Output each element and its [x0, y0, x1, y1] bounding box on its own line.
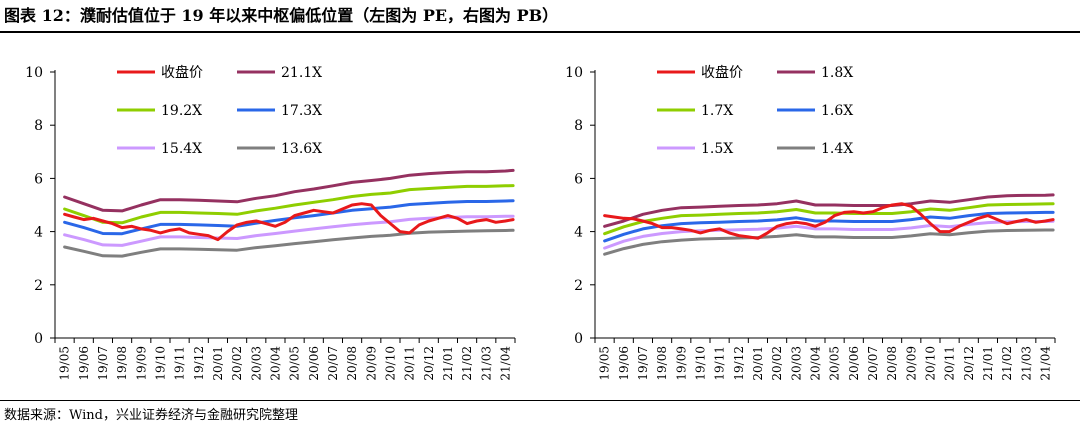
pb-x-tick-label: 20/12	[962, 346, 976, 381]
pe-x-tick-label: 20/11	[403, 346, 417, 381]
pb-x-tick-label: 20/03	[789, 346, 803, 381]
pb-x-tick-label: 19/11	[713, 346, 727, 381]
pe-legend-label: 收盘价	[161, 64, 203, 81]
pb-x-tick-label: 19/07	[636, 346, 650, 381]
pe-x-tick-label: 20/02	[230, 346, 244, 381]
pb-x-tick-label: 20/11	[943, 346, 957, 381]
pb-series-line-5	[603, 228, 1055, 256]
pb-x-tick-label: 19/12	[732, 346, 746, 381]
pb-y-tick-label: 8	[574, 118, 583, 134]
pb-x-tick-label: 19/08	[655, 346, 669, 381]
pb-x-tick-label: 20/10	[923, 346, 937, 381]
pe-y-tick-label: 8	[34, 118, 43, 134]
pb-x-tick-label: 20/01	[751, 346, 765, 381]
figure-title: 图表 12：濮耐估值位于 19 年以来中枢偏低位置（左图为 PE，右图为 PB）	[4, 6, 559, 25]
pe-x-tick-label: 20/09	[364, 346, 378, 381]
pb-legend-label: 1.4X	[821, 141, 853, 157]
pe-x-tick-label: 19/10	[153, 346, 167, 381]
pe-legend-label: 13.6X	[281, 141, 322, 157]
pb-legend-label: 1.8X	[821, 65, 853, 81]
title-rule	[0, 31, 1080, 33]
pe-x-tick-label: 21/01	[441, 346, 455, 381]
pe-y-tick-label: 10	[25, 65, 43, 81]
pb-x-tick-label: 19/05	[598, 346, 612, 381]
pe-x-tick-label: 19/08	[115, 346, 129, 381]
pe-x-tick-label: 20/04	[268, 346, 282, 381]
pe-series-line-2	[63, 184, 515, 225]
pb-series-line-1	[603, 193, 1055, 228]
pe-x-tick-label: 19/11	[173, 346, 187, 381]
pb-x-tick-label: 20/08	[885, 346, 899, 381]
pe-x-tick-label: 21/04	[498, 346, 512, 381]
pe-x-tick-label: 20/12	[422, 346, 436, 381]
pb-x-tick-label: 19/06	[617, 346, 631, 381]
pe-y-tick-label: 4	[34, 225, 43, 241]
pb-x-tick-label: 19/10	[693, 346, 707, 381]
pb-y-tick-label: 2	[574, 278, 583, 294]
pe-legend-label: 15.4X	[161, 141, 202, 157]
pb-x-tick-label: 20/09	[904, 346, 918, 381]
pe-series-line-0	[63, 202, 515, 242]
pb-x-tick-label: 21/03	[1019, 346, 1033, 381]
pe-x-tick-label: 21/03	[479, 346, 493, 381]
pb-legend-label: 1.7X	[701, 103, 733, 119]
pb-series-line-0	[603, 202, 1055, 240]
pb-x-tick-label: 21/01	[981, 346, 995, 381]
pb-y-tick-label: 4	[574, 225, 583, 241]
pb-series-line-2	[603, 202, 1055, 236]
pe-series-line-5	[63, 228, 515, 258]
pb-legend-label: 1.6X	[821, 103, 853, 119]
pb-band-chart: 0 2 4 6 8 10 19/05 19/06 19/07 19/08 19/09 19/10 19/…	[565, 64, 1056, 381]
pb-legend-label: 1.5X	[701, 141, 733, 157]
pe-legend-label: 19.2X	[161, 103, 202, 119]
pb-legend-label: 收盘价	[701, 64, 743, 81]
pb-x-tick-label: 20/02	[770, 346, 784, 381]
pb-series-line-3	[603, 210, 1055, 243]
pe-series-line-1	[63, 168, 515, 213]
pb-x-tick-label: 20/05	[828, 346, 842, 381]
pb-x-tick-label: 20/04	[808, 346, 822, 381]
pe-x-tick-label: 20/01	[211, 346, 225, 381]
pb-y-tick-label: 6	[574, 171, 583, 187]
pe-y-tick-label: 6	[34, 171, 43, 187]
pe-legend-label: 17.3X	[281, 103, 322, 119]
pe-legend-label: 21.1X	[281, 65, 322, 81]
pb-series-line-4	[603, 219, 1055, 250]
pb-y-tick-label: 0	[574, 331, 583, 347]
pe-x-tick-label: 19/12	[192, 346, 206, 381]
pb-x-tick-label: 20/07	[866, 346, 880, 381]
pe-y-tick-label: 0	[34, 331, 43, 347]
pe-y-tick-label: 2	[34, 278, 43, 294]
pe-x-tick-label: 20/10	[383, 346, 397, 381]
pe-x-tick-label: 19/06	[77, 346, 91, 381]
pb-x-tick-label: 20/06	[847, 346, 861, 381]
pe-x-tick-label: 19/05	[58, 346, 72, 381]
pb-y-tick-label: 10	[565, 65, 583, 81]
pe-x-tick-label: 20/03	[249, 346, 263, 381]
pb-x-tick-label: 21/02	[1000, 346, 1014, 381]
pe-x-tick-label: 21/02	[460, 346, 474, 381]
pb-x-tick-label: 21/04	[1038, 346, 1052, 381]
pe-band-chart: 0 2 4 6 8 10 19/05 19/06 19/07 19/08 19/09 19/10 19/…	[25, 64, 516, 381]
pe-x-tick-label: 20/08	[345, 346, 359, 381]
pe-x-tick-label: 19/09	[134, 346, 148, 381]
source-note: 数据来源：Wind，兴业证券经济与金融研究院整理	[4, 408, 298, 423]
pe-series-line-4	[63, 214, 515, 247]
pe-x-tick-label: 20/07	[326, 346, 340, 381]
pe-x-tick-label: 20/05	[288, 346, 302, 381]
pe-x-tick-label: 20/06	[307, 346, 321, 381]
pb-x-tick-label: 19/09	[674, 346, 688, 381]
source-rule	[0, 400, 1080, 401]
pe-x-tick-label: 19/07	[96, 346, 110, 381]
